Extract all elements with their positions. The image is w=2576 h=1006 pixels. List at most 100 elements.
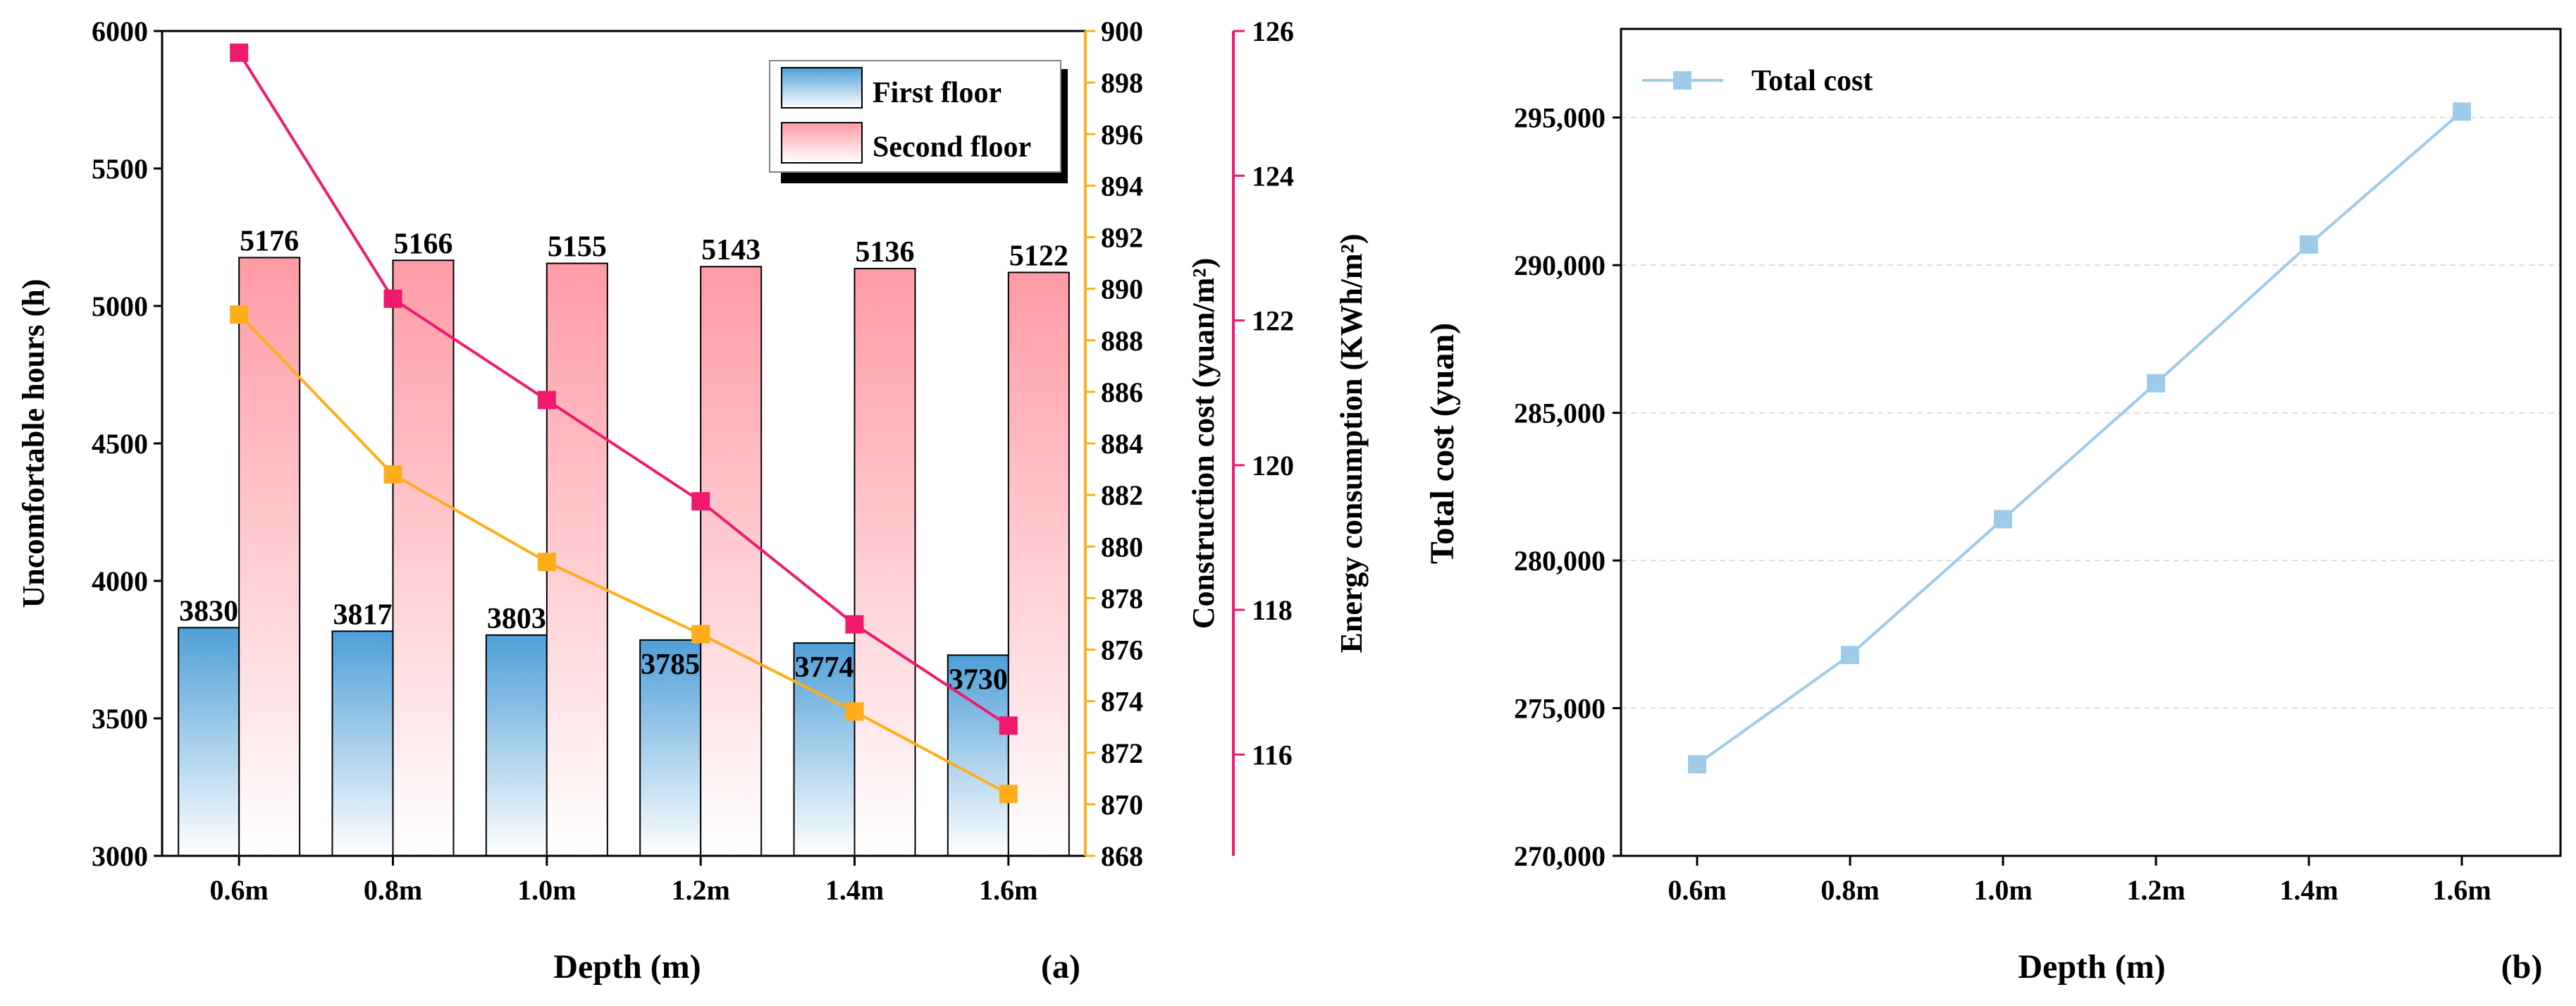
tick-label-b-y-290-000: 290,000 xyxy=(1514,250,1606,281)
chart-b-y-ticks: 270,000 275,000 280,000 285,000 290,000 295,0… xyxy=(1514,102,1621,872)
tick-label-right1-892: 892 xyxy=(1101,222,1143,254)
tick-label-b-x-1-2m: 1.2m xyxy=(2126,874,2185,906)
tick-label-b-y-280-000: 280,000 xyxy=(1514,545,1606,577)
tick-label-right2-124: 124 xyxy=(1252,160,1294,192)
tick-label-x-a-0-6m: 0.6m xyxy=(210,874,269,906)
tick-label-left-6000: 6000 xyxy=(92,16,148,47)
data-label-first-floor-0-6m: 3830 xyxy=(179,595,238,627)
legend-label-second-floor: Second floor xyxy=(873,131,1031,164)
tick-label-b-y-270-000: 270,000 xyxy=(1514,840,1606,872)
data-label-first-floor-0-8m: 3817 xyxy=(333,599,393,631)
tick-label-right1-872: 872 xyxy=(1101,737,1143,769)
data-label-second-floor-1-4m: 5136 xyxy=(856,236,915,269)
chart-b-panel-label: (b) xyxy=(2501,948,2543,986)
data-label-first-floor-1-4m: 3774 xyxy=(795,651,854,684)
chart-a-panel-label: (a) xyxy=(1041,948,1080,986)
data-label-second-floor-1-2m: 5143 xyxy=(701,234,760,266)
legend-swatch-first-floor xyxy=(781,67,863,109)
point-total-cost-1-0m xyxy=(1994,510,2012,529)
bar-second-floor-1-6m xyxy=(1007,271,1070,857)
tick-label-b-x-1-0m: 1.0m xyxy=(1973,874,2032,906)
tick-label-b-y-275-000: 275,000 xyxy=(1514,693,1606,725)
point-energy-consumption-1-2m xyxy=(691,492,710,511)
chart-a-lines xyxy=(230,43,1018,804)
bar-second-floor-0-6m xyxy=(238,257,301,857)
tick-label-left-3000: 3000 xyxy=(92,840,148,872)
chart-b-gridlines xyxy=(1621,116,2560,709)
tick-label-right1-896: 896 xyxy=(1101,118,1143,150)
tick-label-right1-890: 890 xyxy=(1101,274,1143,305)
bar-first-floor-0-6m xyxy=(178,627,240,857)
bar-second-floor-0-8m xyxy=(392,259,455,857)
tick-label-right1-888: 888 xyxy=(1101,325,1143,357)
tick-label-right1-868: 868 xyxy=(1101,840,1143,872)
chart-b-x-ticks: 0.6m 0.8m 1.0m 1.2m 1.4m 1.6m xyxy=(1668,856,2491,906)
tick-label-right2-116: 116 xyxy=(1252,739,1293,771)
point-energy-consumption-0-8m xyxy=(383,289,402,308)
tick-label-right1-884: 884 xyxy=(1101,428,1143,460)
bar-second-floor-1-4m xyxy=(853,267,916,857)
data-label-second-floor-1-6m: 5122 xyxy=(1009,240,1068,272)
tick-label-right1-878: 878 xyxy=(1101,582,1143,614)
point-energy-consumption-0-6m xyxy=(230,43,249,62)
tick-label-left-5500: 5500 xyxy=(92,153,148,185)
point-total-cost-1-4m xyxy=(2300,235,2318,254)
bar-first-floor-0-8m xyxy=(331,630,394,857)
legend-marker-total-cost xyxy=(1673,71,1691,90)
data-label-first-floor-1-0m: 3803 xyxy=(487,603,546,635)
chart-a-left-ticks: 3000 3500 4000 4500 5000 5500 6000 xyxy=(92,16,162,872)
data-label-second-floor-1-0m: 5155 xyxy=(548,231,607,264)
point-construction-cost-1-6m xyxy=(999,785,1018,804)
legend-swatch-second-floor xyxy=(781,122,863,164)
tick-label-left-4000: 4000 xyxy=(92,565,148,597)
chart-a-bars: 3830 5176 3817 5166 3803 5155 3785 5143 3774 5136… xyxy=(178,225,1070,857)
chart-b-y-axis-label: Total cost (yuan) xyxy=(1424,323,1461,564)
chart-a-right1-ticks: 868 870 872 874 876 878 880 882 884 886 888 890 892 8… xyxy=(1085,16,1143,872)
data-label-second-floor-0-6m: 5176 xyxy=(240,225,299,257)
chart-a-right1-axis-label: Construction cost (yuan/m²) xyxy=(1186,258,1221,630)
tick-label-right1-870: 870 xyxy=(1101,789,1143,821)
chart-b-legend: Total cost xyxy=(1642,65,1873,97)
point-energy-consumption-1-4m xyxy=(845,615,864,634)
tick-label-x-a-1-6m: 1.6m xyxy=(979,874,1037,906)
legend-label-first-floor: First floor xyxy=(873,77,1002,109)
chart-a: 3830 5176 3817 5166 3803 5155 3785 5143 3774 5136… xyxy=(16,16,1369,986)
tick-label-right1-880: 880 xyxy=(1101,531,1143,563)
tick-label-right2-122: 122 xyxy=(1252,305,1294,337)
line-energy-consumption xyxy=(238,51,1009,727)
chart-b-x-axis-label: Depth (m) xyxy=(2018,948,2165,986)
tick-label-b-y-295-000: 295,000 xyxy=(1514,102,1606,134)
tick-label-left-4500: 4500 xyxy=(92,428,148,460)
tick-label-right2-120: 120 xyxy=(1252,450,1294,481)
point-energy-consumption-1-0m xyxy=(537,391,556,410)
point-construction-cost-1-4m xyxy=(845,702,864,721)
tick-label-right2-118: 118 xyxy=(1252,594,1293,626)
point-construction-cost-1-0m xyxy=(537,553,556,572)
tick-label-right1-894: 894 xyxy=(1101,170,1143,202)
chart-b-frame xyxy=(1620,27,2562,857)
chart-a-left-axis-label: Uncomfortable hours (h) xyxy=(16,279,51,608)
chart-a-legend: First floor Second floor xyxy=(769,60,1068,183)
point-construction-cost-0-8m xyxy=(383,465,402,484)
tick-label-right1-900: 900 xyxy=(1101,16,1143,47)
data-label-first-floor-1-2m: 3785 xyxy=(641,649,700,681)
line-total-cost xyxy=(1696,110,2463,766)
tick-label-b-x-0-6m: 0.6m xyxy=(1668,874,1726,906)
point-total-cost-1-2m xyxy=(2147,374,2165,393)
line-construction-cost xyxy=(238,313,1009,796)
tick-label-x-a-0-8m: 0.8m xyxy=(364,874,422,906)
data-label-second-floor-0-8m: 5166 xyxy=(394,228,453,260)
bar-first-floor-1-0m xyxy=(485,634,548,857)
point-construction-cost-0-6m xyxy=(230,305,249,324)
point-total-cost-0-6m xyxy=(1688,755,1706,774)
chart-b: 270,000 275,000 280,000 285,000 290,000 295,0… xyxy=(1424,27,2562,986)
data-label-first-floor-1-6m: 3730 xyxy=(949,663,1008,696)
tick-label-b-x-0-8m: 0.8m xyxy=(1820,874,1879,906)
chart-a-x-ticks: 0.6m 0.8m 1.0m 1.2m 1.4m 1.6m xyxy=(210,856,1037,906)
tick-label-right1-886: 886 xyxy=(1101,376,1143,408)
tick-label-right1-876: 876 xyxy=(1101,634,1143,666)
tick-label-right1-898: 898 xyxy=(1101,67,1143,99)
bar-second-floor-1-2m xyxy=(700,266,763,857)
legend-label-total-cost: Total cost xyxy=(1751,65,1873,97)
